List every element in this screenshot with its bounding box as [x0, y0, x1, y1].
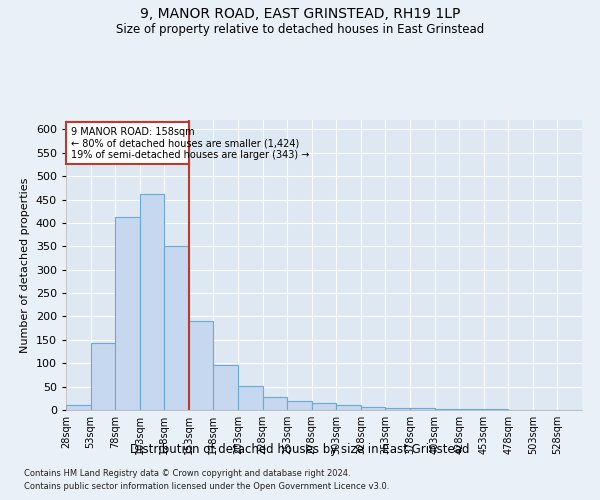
Bar — [336, 406, 361, 410]
Text: Contains HM Land Registry data © Crown copyright and database right 2024.: Contains HM Land Registry data © Crown c… — [24, 468, 350, 477]
Bar — [287, 400, 312, 410]
Bar — [115, 217, 140, 410]
Bar — [459, 408, 484, 410]
Text: 9, MANOR ROAD, EAST GRINSTEAD, RH19 1LP: 9, MANOR ROAD, EAST GRINSTEAD, RH19 1LP — [140, 8, 460, 22]
Bar — [164, 246, 189, 410]
Bar — [410, 408, 434, 410]
Bar — [385, 408, 410, 410]
Bar — [361, 406, 385, 410]
Bar — [214, 364, 238, 410]
Bar — [263, 398, 287, 410]
Bar — [189, 320, 214, 410]
Text: 9 MANOR ROAD: 158sqm
← 80% of detached houses are smaller (1,424)
19% of semi-de: 9 MANOR ROAD: 158sqm ← 80% of detached h… — [71, 127, 310, 160]
Bar — [140, 194, 164, 410]
Text: Contains public sector information licensed under the Open Government Licence v3: Contains public sector information licen… — [24, 482, 389, 491]
Text: Distribution of detached houses by size in East Grinstead: Distribution of detached houses by size … — [130, 442, 470, 456]
FancyBboxPatch shape — [66, 122, 189, 164]
Bar — [66, 406, 91, 410]
Bar — [312, 403, 336, 410]
Bar — [238, 386, 263, 410]
Text: Size of property relative to detached houses in East Grinstead: Size of property relative to detached ho… — [116, 22, 484, 36]
Bar — [484, 409, 508, 410]
Bar — [434, 408, 459, 410]
Bar — [91, 343, 115, 410]
Y-axis label: Number of detached properties: Number of detached properties — [20, 178, 30, 352]
